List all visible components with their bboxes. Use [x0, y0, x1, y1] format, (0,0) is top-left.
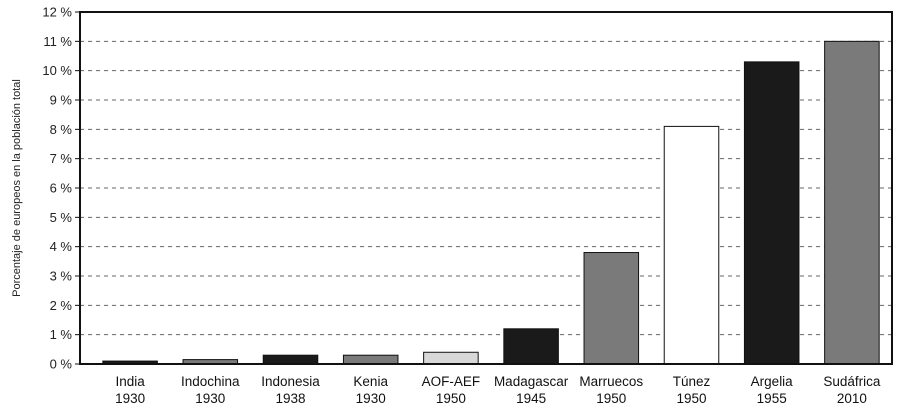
- x-category-year: 1950: [676, 391, 706, 406]
- x-category-label: Argelia: [751, 374, 794, 389]
- bars: [102, 40, 880, 365]
- bar-sud-frica: [824, 40, 880, 365]
- y-tick-label: 9 %: [50, 93, 73, 108]
- plot-frame: [79, 11, 893, 365]
- x-category-label: India: [115, 374, 145, 389]
- x-category-label: Indochina: [181, 374, 240, 389]
- bar-aof-aef: [423, 351, 479, 365]
- x-category-year: 1930: [356, 391, 386, 406]
- y-tick-label: 12 %: [42, 5, 72, 20]
- x-category-year: 1950: [436, 391, 466, 406]
- x-category-year: 1930: [115, 391, 145, 406]
- y-tick-label: 4 %: [50, 239, 73, 254]
- x-category-year: 1938: [275, 391, 305, 406]
- x-category-year: 1930: [195, 391, 225, 406]
- x-category-label: Indonesia: [261, 374, 320, 389]
- y-tick-label: 1 %: [50, 327, 73, 342]
- y-tick-label: 7 %: [50, 151, 73, 166]
- x-category-label: Túnez: [673, 374, 711, 389]
- bar-indonesia: [262, 354, 319, 365]
- x-category-label: AOF-AEF: [422, 374, 481, 389]
- x-category-label: Sudáfrica: [823, 374, 881, 389]
- x-category-label: Kenia: [353, 374, 388, 389]
- y-tick-label: 10 %: [42, 63, 72, 78]
- bar-madagascar: [503, 328, 559, 365]
- y-tick-label: 11 %: [43, 34, 72, 49]
- y-tick-label: 6 %: [50, 181, 73, 196]
- x-category-year: 1945: [516, 391, 546, 406]
- y-axis-ticks: 0 % 1 % 2 % 3 % 4 % 5 % 6 % 7 % 8 % 9 % 10 % 11 % 12…: [42, 5, 80, 372]
- y-tick-label: 5 %: [50, 210, 73, 225]
- bar-argelia: [743, 61, 800, 365]
- bar-t-nez: [663, 125, 720, 365]
- y-tick-label: 0 %: [50, 357, 73, 372]
- x-category-label: Madagascar: [494, 374, 569, 389]
- bar-kenia: [342, 354, 399, 365]
- x-category-label: Marruecos: [579, 374, 643, 389]
- x-category-year: 1950: [596, 391, 626, 406]
- x-category-year: 1955: [757, 391, 787, 406]
- y-tick-label: 2 %: [50, 298, 73, 313]
- y-tick-label: 3 %: [50, 269, 73, 284]
- x-axis-labels: India 1930 Indochina 1930 Indonesia 1938 Kenia…: [115, 374, 881, 406]
- x-category-year: 2010: [837, 391, 867, 406]
- y-tick-label: 8 %: [50, 122, 73, 137]
- bar-marruecos: [583, 252, 640, 365]
- y-axis-label: Porcentaje de europeos en la población t…: [11, 79, 23, 297]
